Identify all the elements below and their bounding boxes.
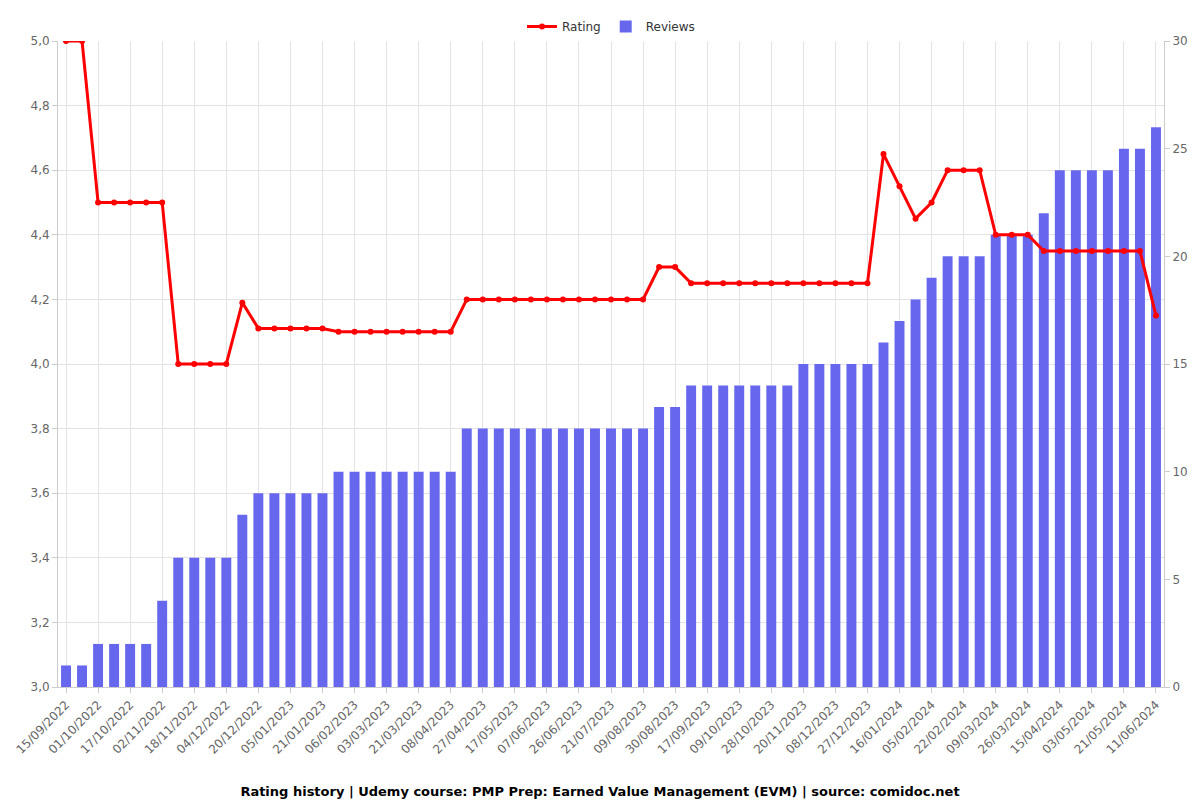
svg-text:03/05/2024: 03/05/2024 — [1039, 698, 1098, 757]
svg-text:22/02/2024: 22/02/2024 — [911, 698, 970, 757]
svg-text:5: 5 — [1172, 573, 1180, 587]
svg-text:30/08/2023: 30/08/2023 — [623, 698, 682, 757]
svg-text:20/12/2022: 20/12/2022 — [206, 698, 265, 757]
svg-text:3,2: 3,2 — [31, 616, 50, 630]
svg-text:Rating history | Udemy course:: Rating history | Udemy course: PMP Prep:… — [240, 784, 959, 799]
svg-text:4,6: 4,6 — [31, 163, 50, 177]
svg-text:15/09/2022: 15/09/2022 — [14, 698, 73, 757]
svg-text:08/04/2023: 08/04/2023 — [398, 698, 457, 757]
svg-text:28/10/2023: 28/10/2023 — [719, 698, 778, 757]
svg-text:21/05/2024: 21/05/2024 — [1071, 698, 1130, 757]
svg-text:09/08/2023: 09/08/2023 — [591, 698, 650, 757]
svg-text:17/05/2023: 17/05/2023 — [462, 698, 521, 757]
svg-text:10: 10 — [1172, 465, 1187, 479]
svg-text:05/02/2024: 05/02/2024 — [879, 698, 938, 757]
svg-text:18/11/2022: 18/11/2022 — [142, 698, 201, 757]
svg-text:3,4: 3,4 — [31, 551, 50, 565]
svg-text:05/01/2023: 05/01/2023 — [238, 698, 297, 757]
svg-text:21/07/2023: 21/07/2023 — [559, 698, 618, 757]
svg-text:20: 20 — [1172, 250, 1187, 264]
svg-text:4,0: 4,0 — [31, 357, 50, 371]
svg-text:21/01/2023: 21/01/2023 — [270, 698, 329, 757]
svg-text:4,8: 4,8 — [31, 99, 50, 113]
svg-text:5,0: 5,0 — [31, 34, 50, 48]
svg-text:03/03/2023: 03/03/2023 — [334, 698, 393, 757]
svg-text:27/12/2023: 27/12/2023 — [815, 698, 874, 757]
svg-text:04/12/2022: 04/12/2022 — [174, 698, 233, 757]
svg-text:25: 25 — [1172, 142, 1187, 156]
svg-text:17/10/2022: 17/10/2022 — [78, 698, 137, 757]
svg-text:3,6: 3,6 — [31, 486, 50, 500]
svg-text:4,2: 4,2 — [31, 293, 50, 307]
svg-text:26/03/2024: 26/03/2024 — [975, 698, 1034, 757]
svg-text:15: 15 — [1172, 357, 1187, 371]
svg-text:4,4: 4,4 — [31, 228, 50, 242]
svg-text:0: 0 — [1172, 680, 1180, 694]
svg-text:06/02/2023: 06/02/2023 — [302, 698, 361, 757]
svg-text:02/11/2022: 02/11/2022 — [110, 698, 169, 757]
svg-text:15/04/2024: 15/04/2024 — [1007, 698, 1066, 757]
svg-text:16/01/2024: 16/01/2024 — [847, 698, 906, 757]
svg-text:21/03/2023: 21/03/2023 — [366, 698, 425, 757]
svg-text:Rating: Rating — [562, 20, 601, 34]
svg-text:08/12/2023: 08/12/2023 — [783, 698, 842, 757]
svg-text:3,8: 3,8 — [31, 422, 50, 436]
svg-text:09/10/2023: 09/10/2023 — [687, 698, 746, 757]
svg-text:26/06/2023: 26/06/2023 — [526, 698, 585, 757]
svg-text:01/10/2022: 01/10/2022 — [46, 698, 105, 757]
svg-text:09/03/2024: 09/03/2024 — [943, 698, 1002, 757]
svg-text:17/09/2023: 17/09/2023 — [655, 698, 714, 757]
svg-text:20/11/2023: 20/11/2023 — [751, 698, 810, 757]
svg-text:Reviews: Reviews — [646, 20, 695, 34]
svg-text:27/04/2023: 27/04/2023 — [430, 698, 489, 757]
svg-text:11/06/2024: 11/06/2024 — [1104, 698, 1163, 757]
svg-text:07/06/2023: 07/06/2023 — [494, 698, 553, 757]
svg-text:3,0: 3,0 — [31, 680, 50, 694]
svg-text:30: 30 — [1172, 34, 1187, 48]
